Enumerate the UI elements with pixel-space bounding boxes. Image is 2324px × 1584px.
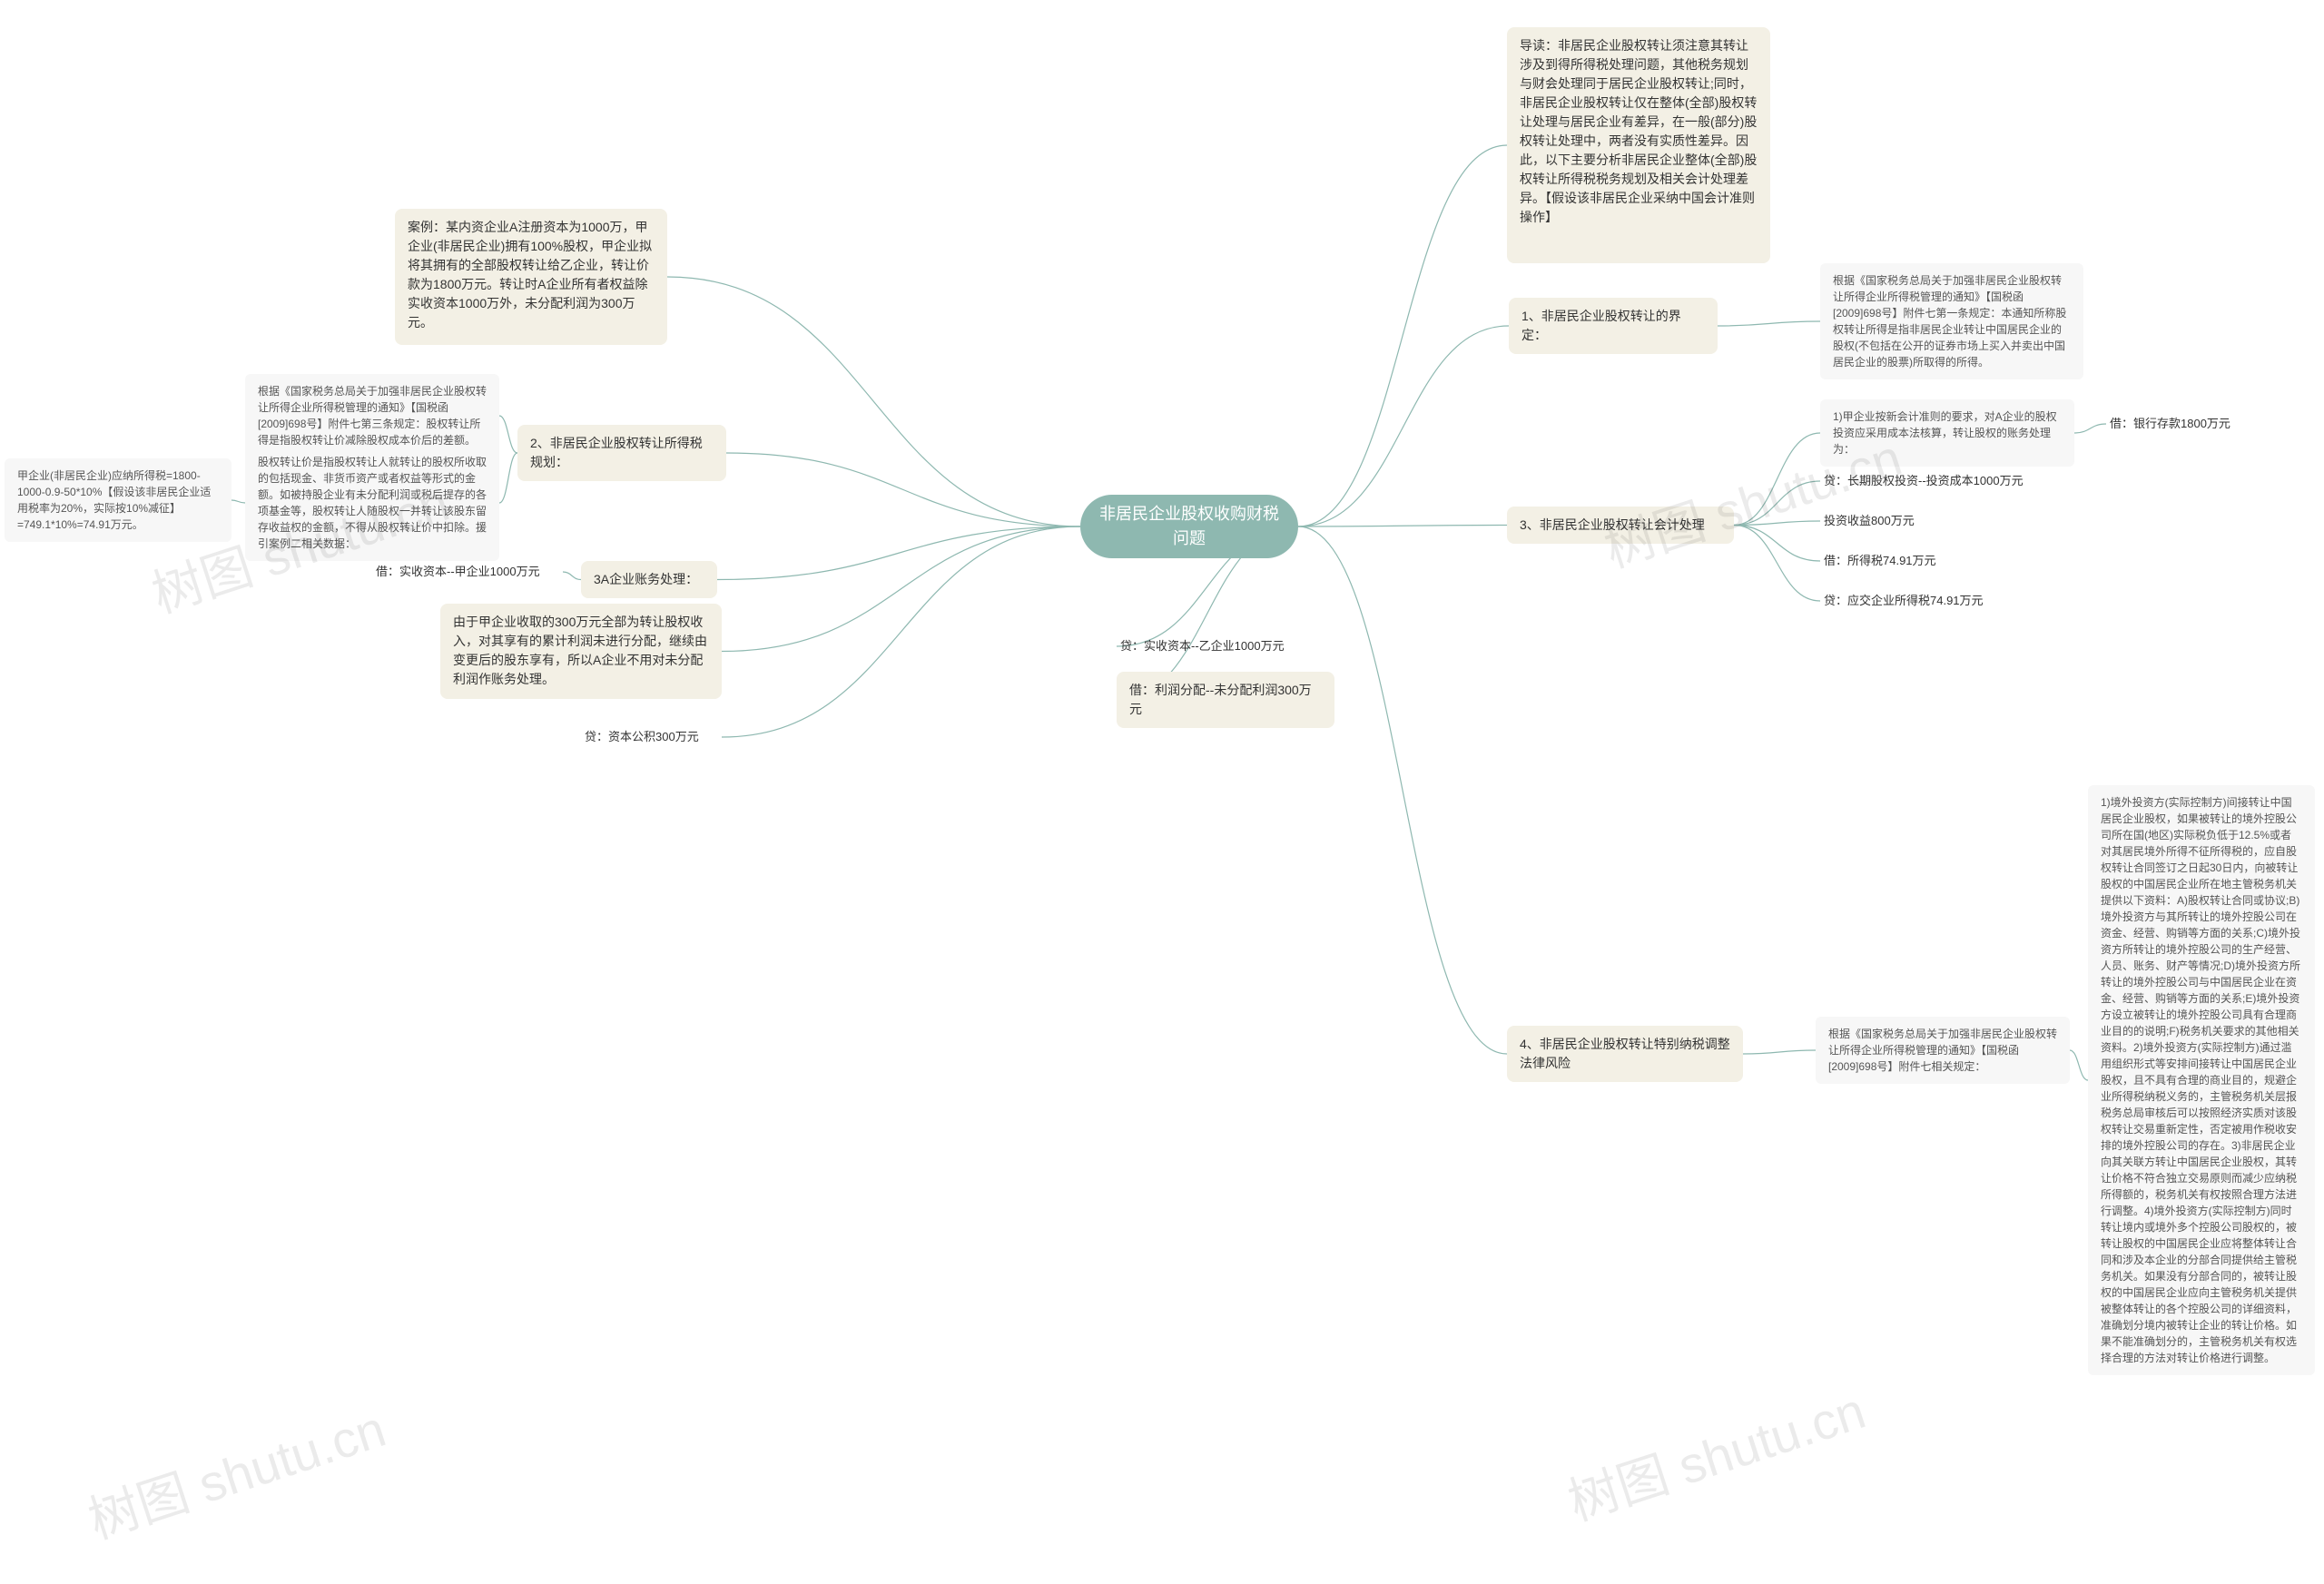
- edge: [499, 416, 517, 453]
- edge: [1298, 526, 1507, 527]
- edge: [2074, 424, 2106, 433]
- node-n4[interactable]: 4、非居民企业股权转让特别纳税调整法律风险: [1507, 1026, 1743, 1082]
- canvas: 非居民企业股权收购财税 问题 导读：非居民企业股权转让须注意其转让涉及到得所得税处…: [0, 0, 2324, 1584]
- edge: [1734, 521, 1820, 526]
- node-n1a[interactable]: 根据《国家税务总局关于加强非居民企业股权转让所得企业所得税管理的通知》【国税函[…: [1820, 263, 2083, 379]
- edge: [667, 277, 1080, 526]
- edge: [1734, 526, 1820, 562]
- edge: [1298, 145, 1507, 526]
- root-node[interactable]: 非居民企业股权收购财税 问题: [1080, 495, 1298, 558]
- edge: [717, 526, 1080, 580]
- edge: [726, 453, 1080, 526]
- node-n1[interactable]: 1、非居民企业股权转让的界定：: [1509, 298, 1718, 354]
- node-n3b: 贷：长期股权投资--投资成本1000万元: [1820, 470, 2056, 492]
- edge-layer: [0, 0, 2324, 1584]
- node-n4b[interactable]: 1)境外投资方(实际控制方)间接转让中国居民企业股权，如果被转让的境外控股公司所…: [2088, 785, 2315, 1375]
- watermark: 树图 shutu.cn: [1558, 1371, 1874, 1536]
- edge: [2070, 1050, 2088, 1080]
- edge: [1718, 321, 1820, 326]
- node-nR1: 贷：实收资本--乙企业1000万元: [1117, 635, 1325, 657]
- watermark: 树图 shutu.cn: [78, 1389, 394, 1554]
- node-n2b[interactable]: 股权转让价是指股权转让人就转让的股权所收取的包括现金、非货币资产或者权益等形式的…: [245, 445, 499, 561]
- node-n3a1: 借：银行存款1800万元: [2106, 413, 2270, 435]
- node-nC: 贷：资本公积300万元: [581, 726, 722, 748]
- node-nB[interactable]: 由于甲企业收取的300万元全部为转让股权收入，对其享有的累计利润未进行分配，继续…: [440, 604, 722, 699]
- node-n4a[interactable]: 根据《国家税务总局关于加强非居民企业股权转让所得企业所得税管理的通知》【国税函[…: [1816, 1017, 2070, 1084]
- edge: [1734, 526, 1820, 602]
- node-nA[interactable]: 3A企业账务处理：: [581, 561, 717, 598]
- node-n-case[interactable]: 案例：某内资企业A注册资本为1000万，甲企业(非居民企业)拥有100%股权，甲…: [395, 209, 667, 345]
- edge: [1298, 326, 1509, 526]
- node-n2c[interactable]: 甲企业(非居民企业)应纳所得税=1800-1000-0.9-50*10%【假设该…: [5, 458, 231, 542]
- node-n3d: 借：所得税74.91万元: [1820, 550, 1984, 572]
- node-n3c: 投资收益800万元: [1820, 510, 1984, 532]
- edge: [1734, 481, 1820, 526]
- node-n3a[interactable]: 1)甲企业按新会计准则的要求，对A企业的股权投资应采用成本法核算，转让股权的账务…: [1820, 399, 2074, 467]
- edge: [563, 572, 581, 580]
- edge: [722, 526, 1080, 737]
- node-n3e: 贷：应交企业所得税74.91万元: [1820, 590, 2020, 612]
- node-n3[interactable]: 3、非居民企业股权转让会计处理: [1507, 507, 1734, 544]
- node-n-intro[interactable]: 导读：非居民企业股权转让须注意其转让涉及到得所得税处理问题，其他税务规划与财会处…: [1507, 27, 1770, 263]
- edge: [231, 500, 245, 503]
- node-nA1: 借：实收资本--甲企业1000万元: [372, 561, 563, 583]
- node-nR2[interactable]: 借：利润分配--未分配利润300万元: [1117, 672, 1334, 728]
- node-n2[interactable]: 2、非居民企业股权转让所得税规划：: [517, 425, 726, 481]
- edge: [1743, 1050, 1816, 1054]
- edge: [499, 453, 517, 503]
- edge: [1734, 433, 1820, 526]
- edge: [722, 526, 1080, 652]
- edge: [1298, 526, 1507, 1054]
